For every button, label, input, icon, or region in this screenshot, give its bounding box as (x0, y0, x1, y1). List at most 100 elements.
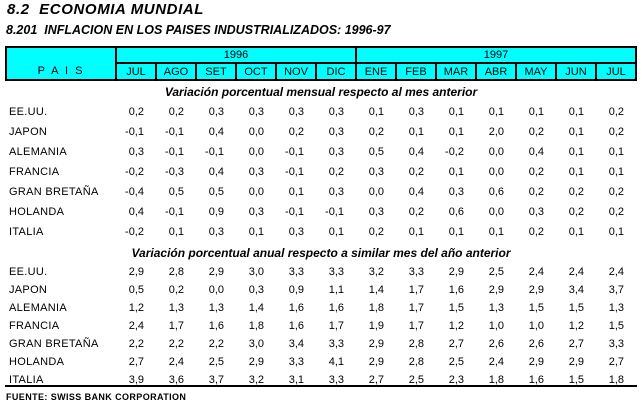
value-cell: 0,1 (448, 126, 464, 138)
value-cell: 2,8 (168, 266, 184, 278)
value-cell: 0,2 (328, 166, 344, 178)
value-cell: 0,1 (288, 186, 304, 198)
value-cell: 1,5 (448, 302, 464, 314)
value-cell: 0,1 (568, 166, 584, 178)
value-cell: 3,2 (248, 374, 264, 386)
value-cell: 0,2 (608, 126, 624, 138)
value-cell: -0,1 (285, 146, 304, 158)
value-cell: 0,3 (328, 126, 344, 138)
value-cell: 0,3 (328, 186, 344, 198)
value-cell: 2,9 (208, 266, 224, 278)
pais-header-cell: P A I S (5, 46, 117, 81)
value-cell: 0,1 (448, 226, 464, 238)
value-cell: 0,3 (288, 106, 304, 118)
table-row: EE.UU. 0,2 0,2 0,3 0,3 0,3 0,3 0,1 0,3 0,1 0,1 0,1 0… (6, 102, 636, 122)
value-cell: 1,7 (328, 320, 344, 332)
value-cell: 2,9 (248, 356, 264, 368)
value-cell: 3,9 (128, 374, 144, 386)
value-cell: 3,3 (288, 266, 304, 278)
value-cell: 0,2 (368, 126, 384, 138)
value-cell: 3,7 (608, 284, 624, 296)
value-cell: 0,1 (488, 106, 504, 118)
table-header: P A I S 1996 1997 JUL AGO SET OCT NOV DIC ENE F… (5, 46, 637, 81)
value-cell: 1,6 (528, 374, 544, 386)
country-label: JAPON (9, 284, 48, 296)
value-cell: 0,4 (408, 186, 424, 198)
table-row: GRAN BRETAÑA -0,4 0,5 0,5 0,0 0,1 0,3 0,0 0,4 0,3… (6, 182, 636, 202)
value-cell: 2,8 (408, 338, 424, 350)
source-note: FUENTE: SWISS BANK CORPORATION (6, 392, 187, 402)
value-cell: 0,3 (368, 206, 384, 218)
value-cell: 0,1 (448, 166, 464, 178)
value-cell: 2,9 (568, 356, 584, 368)
value-cell: 2,9 (368, 356, 384, 368)
value-cell: 1,6 (208, 320, 224, 332)
value-cell: 0,3 (128, 146, 144, 158)
month-header: MAR (435, 62, 477, 81)
value-cell: 0,0 (488, 206, 504, 218)
value-cell: 3,4 (568, 284, 584, 296)
value-cell: -0,1 (285, 166, 304, 178)
value-cell: 3,0 (248, 338, 264, 350)
value-cell: 1,0 (488, 320, 504, 332)
value-cell: 2,4 (128, 320, 144, 332)
value-cell: 2,7 (368, 374, 384, 386)
value-cell: 2,4 (568, 266, 584, 278)
value-cell: 0,4 (528, 146, 544, 158)
value-cell: 3,7 (208, 374, 224, 386)
value-cell: -0,2 (125, 166, 144, 178)
value-cell: 2,6 (488, 338, 504, 350)
year-header-row: P A I S 1996 1997 (5, 46, 637, 81)
table-bottom-rule (5, 385, 637, 387)
value-cell: 2,0 (488, 126, 504, 138)
month-header: MAY (515, 62, 557, 81)
value-cell: 0,1 (248, 226, 264, 238)
value-cell: 1,6 (328, 302, 344, 314)
value-cell: 1,3 (208, 302, 224, 314)
value-cell: 2,4 (168, 356, 184, 368)
country-label: EE.UU. (9, 266, 48, 278)
value-cell: 0,2 (408, 166, 424, 178)
page-title: 8.2 ECONOMIA MUNDIAL (7, 1, 205, 18)
value-cell: 0,3 (328, 146, 344, 158)
value-cell: 0,1 (368, 106, 384, 118)
table-row: JAPON 0,5 0,2 0,0 0,3 0,9 1,1 1,4 1,7 1,6 2,9 2,9 3,… (6, 281, 636, 299)
value-cell: -0,4 (125, 186, 144, 198)
value-cell: 0,3 (328, 106, 344, 118)
value-cell: 3,3 (328, 266, 344, 278)
value-cell: 2,9 (528, 356, 544, 368)
value-cell: 0,4 (408, 146, 424, 158)
value-cell: 0,1 (408, 226, 424, 238)
month-header: SET (195, 62, 237, 81)
table-row: GRAN BRETAÑA 2,2 2,2 2,2 3,0 3,4 3,3 2,9 2,8 2,7 2… (6, 335, 636, 353)
value-cell: 0,3 (248, 206, 264, 218)
country-label: HOLANDA (9, 356, 65, 368)
value-cell: 0,0 (208, 284, 224, 296)
value-cell: 0,2 (528, 226, 544, 238)
value-cell: 0,6 (488, 186, 504, 198)
value-cell: 3,2 (368, 266, 384, 278)
country-label: GRAN BRETAÑA (9, 186, 99, 198)
value-cell: 0,2 (408, 206, 424, 218)
value-cell: 0,1 (608, 146, 624, 158)
table-row: ALEMANIA 1,2 1,3 1,3 1,4 1,6 1,6 1,8 1,7 1,5 1,3 1,… (6, 299, 636, 317)
value-cell: 0,4 (128, 206, 144, 218)
value-cell: 0,1 (568, 126, 584, 138)
value-cell: -0,1 (285, 206, 304, 218)
value-cell: 2,7 (448, 338, 464, 350)
month-header: JUN (555, 62, 597, 81)
value-cell: 0,3 (248, 284, 264, 296)
value-cell: 0,0 (248, 186, 264, 198)
value-cell: 0,2 (608, 106, 624, 118)
table-row: HOLANDA 0,4 -0,1 0,9 0,3 -0,1 -0,1 0,3 0,2 0,6 0,0… (6, 202, 636, 222)
value-cell: 1,3 (488, 302, 504, 314)
table-row: FRANCIA -0,2 -0,3 0,4 0,3 -0,1 0,2 0,3 0,2 0,1 0,0… (6, 162, 636, 182)
country-label: ITALIA (9, 226, 44, 238)
value-cell: 3,4 (288, 338, 304, 350)
value-cell: 3,3 (328, 374, 344, 386)
value-cell: -0,1 (325, 206, 344, 218)
value-cell: 0,5 (128, 284, 144, 296)
value-cell: 0,3 (448, 186, 464, 198)
value-cell: 0,0 (488, 146, 504, 158)
value-cell: 1,6 (288, 302, 304, 314)
